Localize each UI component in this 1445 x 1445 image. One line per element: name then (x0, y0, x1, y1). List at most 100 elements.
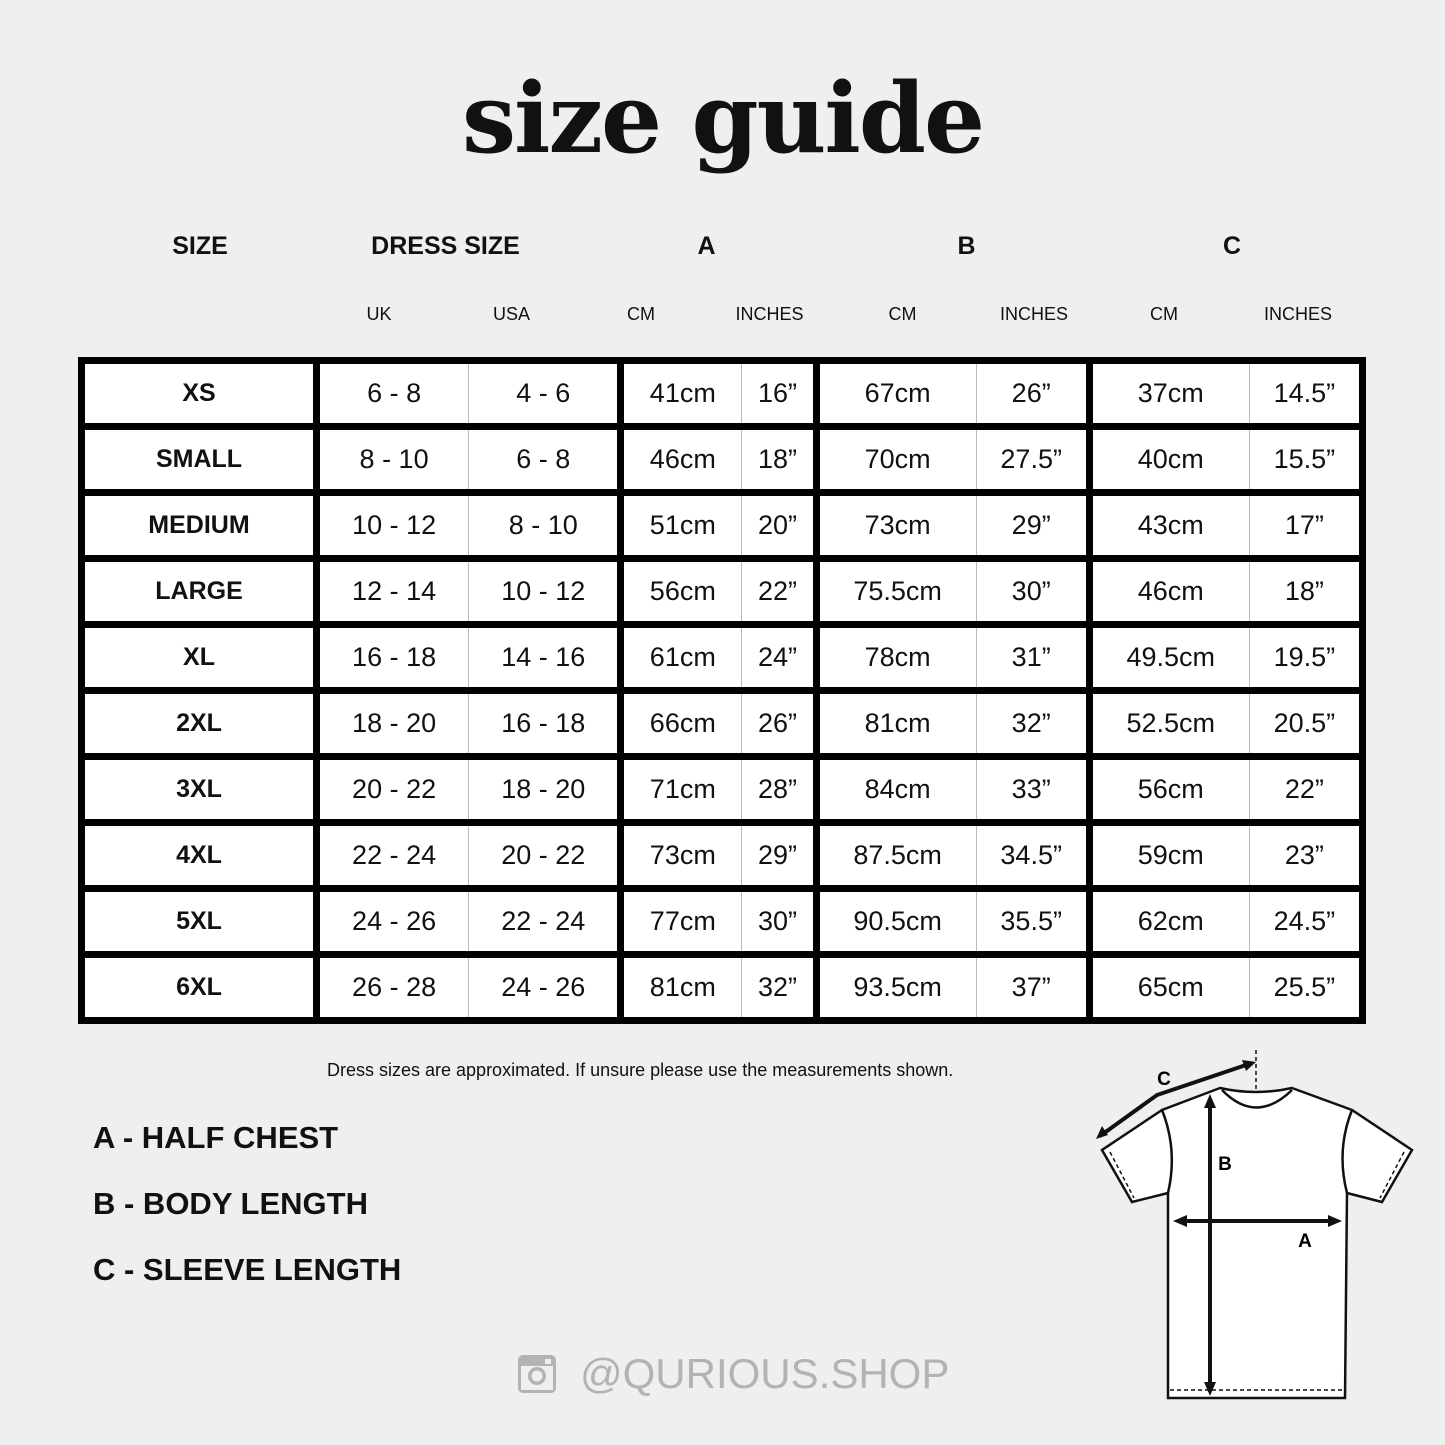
social-handle: @QURIOUS.SHOP (518, 1350, 949, 1398)
table-row: 4XL 22 - 24 20 - 22 73cm 29” 87.5cm 34.5” 59cm 2… (78, 819, 1367, 892)
legend-c: C - SLEEVE LENGTH (93, 1252, 402, 1287)
value-cell: 16 - 18 (312, 621, 470, 694)
value-cell: 4 - 6 (468, 357, 625, 430)
value-cell: 26” (975, 357, 1093, 430)
value-cell: 29” (975, 489, 1093, 562)
value-cell: 81cm (617, 951, 743, 1024)
value-cell: 35.5” (975, 885, 1093, 958)
value-cell: 52.5cm (1085, 687, 1250, 760)
value-cell: 49.5cm (1085, 621, 1250, 694)
table-row: 6XL 26 - 28 24 - 26 81cm 32” 93.5cm 37” 65cm 25.… (78, 951, 1367, 1024)
header-size: SIZE (172, 232, 228, 260)
table-row: 2XL 18 - 20 16 - 18 66cm 26” 81cm 32” 52.5cm 20.… (78, 687, 1367, 760)
value-cell: 56cm (1085, 753, 1250, 826)
subheader: CM (627, 304, 655, 324)
value-cell: 41cm (617, 357, 743, 430)
value-cell: 18” (741, 423, 820, 496)
value-cell: 87.5cm (812, 819, 977, 892)
table-row: XL 16 - 18 14 - 16 61cm 24” 78cm 31” 49.5cm 19.5… (78, 621, 1367, 694)
size-cell: LARGE (78, 555, 320, 628)
value-cell: 6 - 8 (468, 423, 625, 496)
value-cell: 29” (741, 819, 820, 892)
value-cell: 8 - 10 (468, 489, 625, 562)
size-cell: 4XL (78, 819, 320, 892)
subheader: USA (492, 304, 530, 324)
size-cell: 2XL (78, 687, 320, 760)
value-cell: 51cm (617, 489, 743, 562)
diagram-label-c: C (1157, 1069, 1171, 1090)
instagram-handle: @QURIOUS.SHOP (580, 1350, 950, 1397)
value-cell: 20.5” (1248, 687, 1367, 760)
table-row: 5XL 24 - 26 22 - 24 77cm 30” 90.5cm 35.5” 62cm 2… (78, 885, 1367, 958)
value-cell: 37” (975, 951, 1093, 1024)
page-title: size guide (461, 62, 985, 175)
value-cell: 81cm (812, 687, 977, 760)
header-b: B (957, 232, 976, 260)
value-cell: 73cm (617, 819, 743, 892)
value-cell: 16 - 18 (468, 687, 625, 760)
value-cell: 14 - 16 (468, 621, 625, 694)
size-cell: XL (78, 621, 320, 694)
value-cell: 22” (741, 555, 820, 628)
value-cell: 20 - 22 (468, 819, 625, 892)
header-dress-size: DRESS SIZE (371, 232, 520, 260)
diagram-label-a: A (1298, 1231, 1312, 1252)
value-cell: 71cm (617, 753, 743, 826)
value-cell: 66cm (617, 687, 743, 760)
diagram-label-b: B (1218, 1154, 1232, 1175)
value-cell: 24” (741, 621, 820, 694)
value-cell: 43cm (1085, 489, 1250, 562)
value-cell: 14.5” (1248, 357, 1367, 430)
value-cell: 23” (1248, 819, 1367, 892)
value-cell: 20 - 22 (312, 753, 470, 826)
value-cell: 19.5” (1248, 621, 1367, 694)
value-cell: 24 - 26 (468, 951, 625, 1024)
value-cell: 62cm (1085, 885, 1250, 958)
value-cell: 33” (975, 753, 1093, 826)
subheader: CM (888, 304, 917, 324)
value-cell: 61cm (617, 621, 743, 694)
subheader: UK (366, 304, 392, 324)
value-cell: 75.5cm (812, 555, 977, 628)
value-cell: 65cm (1085, 951, 1250, 1024)
value-cell: 67cm (812, 357, 977, 430)
table-row: 3XL 20 - 22 18 - 20 71cm 28” 84cm 33” 56cm 22” (78, 753, 1367, 826)
value-cell: 37cm (1085, 357, 1250, 430)
value-cell: 18 - 20 (312, 687, 470, 760)
value-cell: 25.5” (1248, 951, 1367, 1024)
subheader: INCHES (999, 304, 1068, 324)
size-cell: XS (78, 357, 320, 430)
value-cell: 6 - 8 (312, 357, 470, 430)
value-cell: 70cm (812, 423, 977, 496)
table-row: MEDIUM 10 - 12 8 - 10 51cm 20” 73cm 29” 43cm 17” (78, 489, 1367, 562)
value-cell: 32” (975, 687, 1093, 760)
value-cell: 22 - 24 (312, 819, 470, 892)
value-cell: 46cm (1085, 555, 1250, 628)
header-a: A (697, 232, 716, 260)
header-c: C (1222, 232, 1242, 260)
size-cell: MEDIUM (78, 489, 320, 562)
value-cell: 84cm (812, 753, 977, 826)
value-cell: 34.5” (975, 819, 1093, 892)
value-cell: 18 - 20 (468, 753, 625, 826)
value-cell: 93.5cm (812, 951, 977, 1024)
value-cell: 20” (741, 489, 820, 562)
value-cell: 24.5” (1248, 885, 1367, 958)
value-cell: 10 - 12 (312, 489, 470, 562)
subheader: INCHES (735, 304, 804, 324)
value-cell: 8 - 10 (312, 423, 470, 496)
value-cell: 46cm (617, 423, 743, 496)
value-cell: 59cm (1085, 819, 1250, 892)
value-cell: 31” (975, 621, 1093, 694)
value-cell: 73cm (812, 489, 977, 562)
value-cell: 15.5” (1248, 423, 1367, 496)
size-cell: SMALL (78, 423, 320, 496)
value-cell: 27.5” (975, 423, 1093, 496)
legend-a: A - HALF CHEST (93, 1120, 339, 1155)
subheader: INCHES (1263, 304, 1332, 324)
value-cell: 30” (741, 885, 820, 958)
value-cell: 26 - 28 (312, 951, 470, 1024)
size-cell: 5XL (78, 885, 320, 958)
value-cell: 18” (1248, 555, 1367, 628)
